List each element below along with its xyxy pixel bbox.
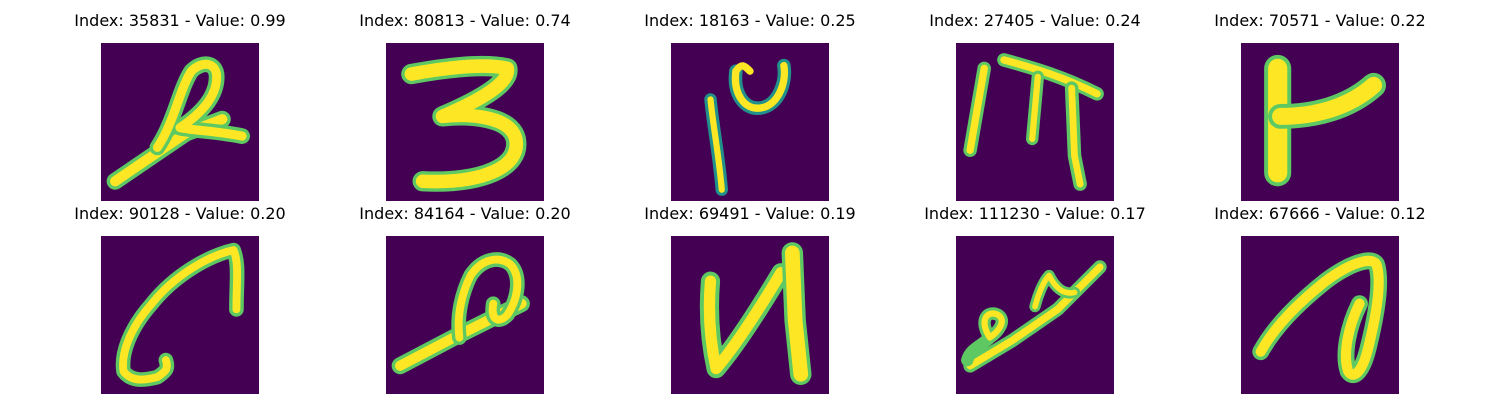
long-curve-icon xyxy=(101,236,259,394)
panel-title: Index: 18163 - Value: 0.25 xyxy=(644,11,856,30)
panel-2: Index: 80813 - Value: 0.74 xyxy=(345,9,585,201)
panel-title: Index: 80813 - Value: 0.74 xyxy=(359,11,571,30)
panel-title: Index: 70571 - Value: 0.22 xyxy=(1214,11,1426,30)
panel-title: Index: 69491 - Value: 0.19 xyxy=(644,204,856,223)
stroke-with-cup-icon xyxy=(671,43,829,201)
loop-diagonal-stroke-icon xyxy=(386,236,544,394)
bar-and-pi-icon xyxy=(956,43,1114,201)
panel-5: Index: 70571 - Value: 0.22 xyxy=(1200,9,1440,201)
panel-title: Index: 27405 - Value: 0.24 xyxy=(929,11,1141,30)
panel-4: Index: 27405 - Value: 0.24 xyxy=(915,9,1155,201)
panel-title: Index: 67666 - Value: 0.12 xyxy=(1214,204,1426,223)
thick-y-stroke-icon xyxy=(1241,43,1399,201)
panel-9: Index: 111230 - Value: 0.17 xyxy=(915,202,1155,394)
slanted-loop-icon xyxy=(1241,236,1399,394)
letter-n-shape-icon xyxy=(671,236,829,394)
panel-7: Index: 84164 - Value: 0.20 xyxy=(345,202,585,394)
panel-title: Index: 84164 - Value: 0.20 xyxy=(359,204,571,223)
panel-title: Index: 35831 - Value: 0.99 xyxy=(74,11,286,30)
image-background xyxy=(956,236,1114,394)
panel-10: Index: 67666 - Value: 0.12 xyxy=(1200,202,1440,394)
panel-8: Index: 69491 - Value: 0.19 xyxy=(630,202,870,394)
panel-1: Index: 35831 - Value: 0.99 xyxy=(60,9,300,201)
panel-6: Index: 90128 - Value: 0.20 xyxy=(60,202,300,394)
panel-title: Index: 90128 - Value: 0.20 xyxy=(74,204,286,223)
digit-three-icon xyxy=(386,43,544,201)
panel-title: Index: 111230 - Value: 0.17 xyxy=(924,204,1146,223)
hooked-diagonal-stroke-icon xyxy=(101,43,259,201)
loop-with-line-icon xyxy=(956,236,1114,394)
panel-3: Index: 18163 - Value: 0.25 xyxy=(630,9,870,201)
